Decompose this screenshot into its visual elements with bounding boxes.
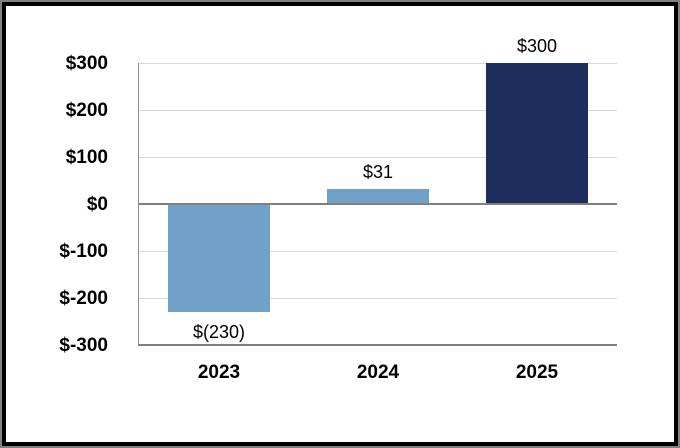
gridline-200 — [139, 110, 617, 111]
x-axis-label-2023: 2023 — [197, 362, 241, 383]
bar-2024 — [327, 189, 429, 204]
x-axis-line — [139, 344, 617, 346]
bar-2023 — [168, 204, 270, 312]
data-label-2025: $300 — [516, 36, 558, 56]
y-tick-label-300: $300 — [65, 53, 108, 74]
gridline-100 — [139, 157, 617, 158]
y-tick-label--200: $-200 — [59, 288, 108, 309]
data-label-2024: $31 — [362, 162, 394, 182]
y-tick-label--100: $-100 — [59, 241, 108, 262]
x-axis-label-2024: 2024 — [356, 362, 400, 383]
gridline-300 — [139, 63, 617, 64]
gridline--200 — [139, 298, 617, 299]
zero-axis-line — [139, 203, 617, 205]
y-tick-label-100: $100 — [65, 147, 108, 168]
y-tick-label--300: $-300 — [59, 335, 108, 356]
y-tick-label-0: $0 — [86, 194, 108, 215]
data-label-2023: $(230) — [192, 322, 246, 342]
bar-2025 — [486, 63, 588, 204]
y-axis-line — [138, 63, 139, 346]
gridline--100 — [139, 251, 617, 252]
y-tick-label-200: $200 — [65, 100, 108, 121]
x-axis-label-2025: 2025 — [515, 362, 559, 383]
